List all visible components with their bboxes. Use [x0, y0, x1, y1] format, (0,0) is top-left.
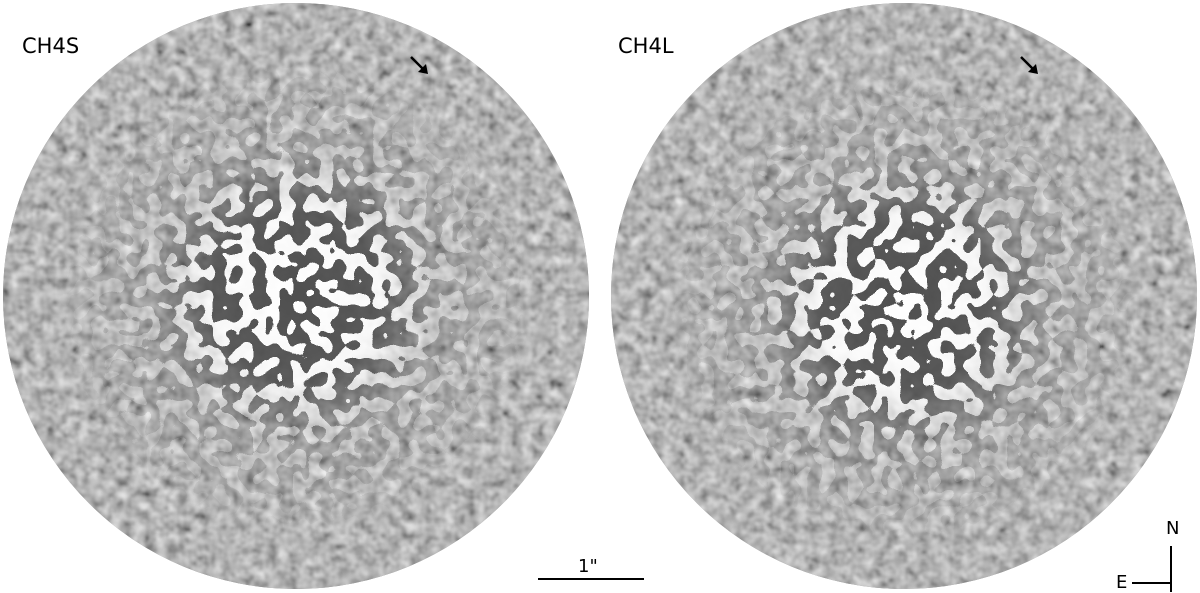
north-axis-line — [1170, 546, 1172, 592]
ch4s-speckle-image — [3, 3, 589, 589]
scale-bar — [538, 578, 644, 580]
arrow-icon — [410, 56, 428, 74]
east-label: E — [1116, 572, 1128, 593]
arrow-icon — [1020, 56, 1038, 74]
compass-rose: N E — [1110, 510, 1200, 593]
east-axis-line — [1132, 582, 1172, 584]
north-label: N — [1166, 518, 1180, 539]
panel-label: CH4S — [22, 34, 80, 58]
ch4l-image-panel: CH4L — [608, 0, 1200, 592]
scale-bar-label: 1" — [578, 556, 598, 577]
panel-label: CH4L — [618, 34, 674, 58]
ch4s-image-panel: CH4S — [0, 0, 592, 592]
ch4l-speckle-image — [611, 3, 1197, 589]
